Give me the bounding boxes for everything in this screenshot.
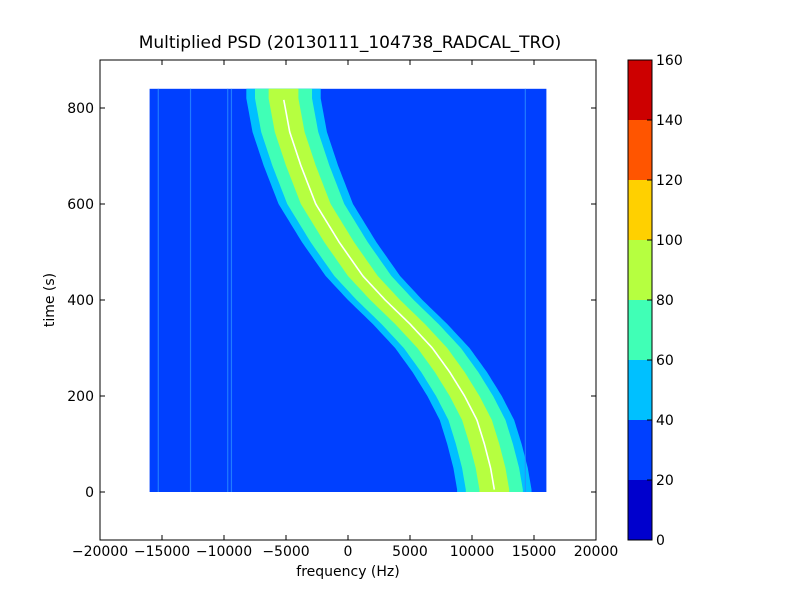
x-tick-label: 0 (344, 544, 353, 560)
plot-area (99, 59, 597, 541)
colorbar-tick-label: 80 (656, 293, 674, 309)
colorbar-level (628, 360, 652, 420)
colorbar-tick-label: 140 (656, 113, 683, 129)
spectrogram-heatmap (149, 88, 547, 493)
y-axis: 0 200 400 600 800 (67, 101, 596, 501)
carrier-trace-line (283, 99, 496, 490)
colorbar-level (628, 60, 652, 120)
colorbar: 0 20 40 60 80 100 120 140 160 (627, 53, 683, 549)
colorbar-level (628, 480, 652, 540)
colorbar-tick-label: 60 (656, 353, 674, 369)
x-tick-label: −20000 (72, 544, 128, 560)
y-tick-label: 400 (67, 293, 94, 309)
y-tick-label: 200 (67, 389, 94, 405)
x-tick-label: 20000 (574, 544, 619, 560)
y-tick-label: 0 (85, 485, 94, 501)
x-tick-label: 15000 (512, 544, 557, 560)
colorbar-tick-label: 160 (656, 53, 683, 69)
x-axis-label: frequency (Hz) (296, 564, 399, 580)
colorbar-level (628, 300, 652, 360)
heatmap-band-80-100 (268, 88, 510, 493)
x-tick-label: 5000 (392, 544, 428, 560)
x-tick-label: −5000 (262, 544, 309, 560)
colorbar-tick-label: 0 (656, 533, 665, 549)
colorbar-level (628, 120, 652, 180)
colorbar-tick-label: 100 (656, 233, 683, 249)
x-tick-label: 10000 (450, 544, 495, 560)
y-axis-label: time (s) (42, 273, 58, 327)
colorbar-level (628, 420, 652, 480)
x-tick-label: −10000 (196, 544, 252, 560)
colorbar-tick-label: 120 (656, 173, 683, 189)
colorbar-level (628, 240, 652, 300)
colorbar-level (628, 180, 652, 240)
chart-title: Multiplied PSD (20130111_104738_RADCAL_T… (139, 33, 562, 53)
colorbar-tick-label: 20 (656, 473, 674, 489)
y-tick-label: 600 (67, 197, 94, 213)
colorbar-tick-label: 40 (656, 413, 674, 429)
y-tick-label: 800 (67, 101, 94, 117)
x-tick-label: −15000 (134, 544, 190, 560)
x-axis: −20000 −15000 −10000 −5000 0 5000 10000 15000 20… (72, 60, 618, 560)
